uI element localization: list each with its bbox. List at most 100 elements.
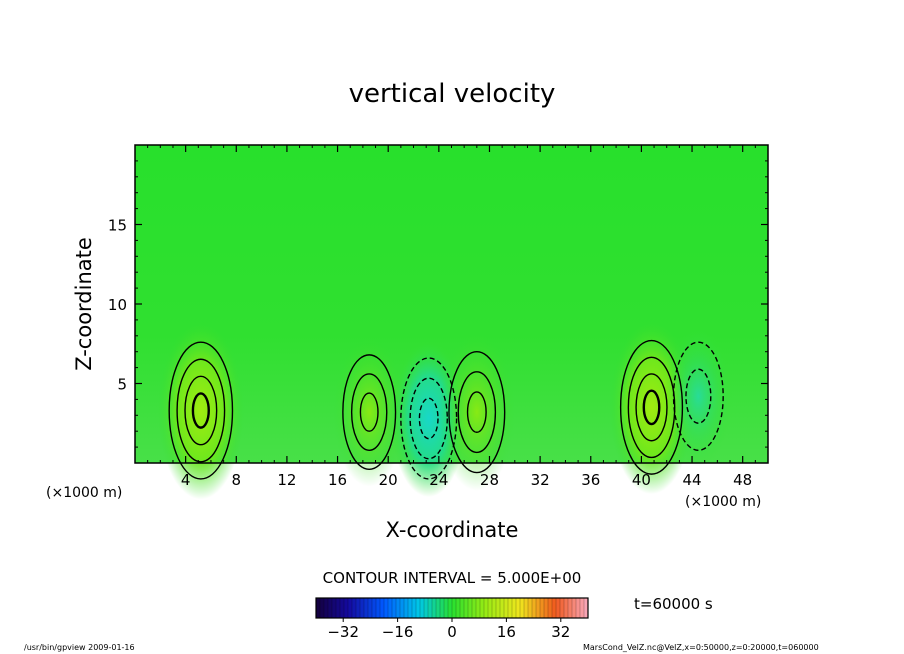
colorbar-segment xyxy=(408,598,413,618)
colorbar-segment xyxy=(540,598,545,618)
contour-layer xyxy=(168,339,724,480)
contour-line xyxy=(635,373,668,442)
colorbar-tick-label: 32 xyxy=(551,623,570,641)
colorbar-segment xyxy=(520,598,525,618)
colorbar-segment xyxy=(572,598,577,618)
colorbar-segment xyxy=(324,598,329,618)
colorbar-segment xyxy=(464,598,469,618)
x-tick-label: 20 xyxy=(379,471,398,489)
colorbar-segment xyxy=(544,598,549,618)
contour-line xyxy=(350,373,388,451)
x-axis-title: X-coordinate xyxy=(386,518,519,542)
colorbar-segment xyxy=(432,598,437,618)
colorbar-segment xyxy=(396,598,401,618)
x-tick-label: 28 xyxy=(480,471,499,489)
colorbar-segment xyxy=(576,598,581,618)
colorbar-segment xyxy=(376,598,381,618)
chart-title: vertical velocity xyxy=(349,79,556,109)
colorbar-segment xyxy=(564,598,569,618)
colorbar-segment xyxy=(424,598,429,618)
colorbar-segment xyxy=(472,598,477,618)
colorbar-segment xyxy=(316,598,321,618)
colorbar-segment xyxy=(328,598,333,618)
colorbar-segment xyxy=(548,598,553,618)
x-tick-label: 24 xyxy=(429,471,448,489)
colorbar-tick-label: −16 xyxy=(382,623,414,641)
colorbar-segment xyxy=(536,598,541,618)
colorbar-segment xyxy=(484,598,489,618)
colorbar-segment xyxy=(476,598,481,618)
contour-line xyxy=(168,341,234,480)
footer-left: /usr/bin/gpview 2009-01-16 xyxy=(24,643,135,652)
colorbar-segment xyxy=(488,598,493,618)
colorbar-segment xyxy=(380,598,385,618)
colorbar-tick-label: 0 xyxy=(447,623,457,641)
colorbar-segment xyxy=(404,598,409,618)
colorbar-segment xyxy=(448,598,453,618)
contour-line xyxy=(642,389,661,426)
time-label: t=60000 s xyxy=(634,595,713,613)
colorbar-segment xyxy=(460,598,465,618)
colorbar-segment xyxy=(352,598,357,618)
contour-line xyxy=(409,377,448,460)
colorbar-segment xyxy=(500,598,505,618)
colorbar-segment xyxy=(320,598,325,618)
colorbar-segment xyxy=(496,598,501,618)
colorbar-segment xyxy=(580,598,585,618)
contour-line xyxy=(191,392,210,429)
y-tick-label: 10 xyxy=(108,296,127,314)
colorbar-segment xyxy=(412,598,417,618)
colorbar-segment xyxy=(364,598,369,618)
x-unit-label-right: (×1000 m) xyxy=(685,494,761,510)
y-tick-label: 5 xyxy=(117,376,127,394)
colorbar-segment xyxy=(456,598,461,618)
colorbar-segment xyxy=(400,598,405,618)
colorbar-segment xyxy=(516,598,521,618)
colorbar-segment xyxy=(508,598,513,618)
colorbar-segment xyxy=(348,598,353,618)
field-layer xyxy=(158,320,732,500)
contour-line xyxy=(672,341,724,451)
colorbar-segment xyxy=(428,598,433,618)
y-tick-label: 15 xyxy=(108,217,127,235)
contour-line xyxy=(466,391,487,433)
y-axis-title: Z-coordinate xyxy=(72,237,96,371)
colorbar-segment xyxy=(524,598,529,618)
colorbar-segment xyxy=(480,598,485,618)
contour-line xyxy=(342,354,397,471)
contour-line xyxy=(184,375,218,446)
contour-line xyxy=(448,351,506,474)
colorbar-tick-label: −32 xyxy=(327,623,359,641)
contour-line xyxy=(418,397,439,440)
plot-area xyxy=(134,144,769,500)
colorbar-segment xyxy=(444,598,449,618)
x-tick-label: 48 xyxy=(733,471,752,489)
field-cell xyxy=(664,325,732,467)
x-tick-label: 40 xyxy=(632,471,651,489)
x-unit-label-left: (×1000 m) xyxy=(46,485,122,501)
colorbar-ticks: −32 −16 0 16 32 xyxy=(327,618,570,641)
colorbar-segment xyxy=(372,598,377,618)
colorbar-tick-label: 16 xyxy=(497,623,516,641)
x-tick-label: 4 xyxy=(181,471,191,489)
colorbar-segment xyxy=(468,598,473,618)
colorbar-segment xyxy=(356,598,361,618)
colorbar-segment xyxy=(384,598,389,618)
colorbar-segment xyxy=(584,598,589,618)
colorbar-segment xyxy=(336,598,341,618)
contour-line xyxy=(619,339,684,475)
colorbar-segment xyxy=(552,598,557,618)
footer-right: MarsCond_VelZ.nc@VelZ,x=0:50000,z=0:2000… xyxy=(583,643,819,652)
colorbar-segment xyxy=(436,598,441,618)
colorbar-segment xyxy=(340,598,345,618)
x-tick-label: 44 xyxy=(682,471,701,489)
colorbar-segment xyxy=(556,598,561,618)
x-tick-label: 36 xyxy=(581,471,600,489)
colorbar-segment xyxy=(416,598,421,618)
colorbar-segment xyxy=(388,598,393,618)
colorbar-segment xyxy=(332,598,337,618)
contour-interval-label: CONTOUR INTERVAL = 5.000E+00 xyxy=(323,569,582,587)
colorbar-segment xyxy=(492,598,497,618)
field-cell xyxy=(439,333,515,491)
colorbar-segment xyxy=(360,598,365,618)
